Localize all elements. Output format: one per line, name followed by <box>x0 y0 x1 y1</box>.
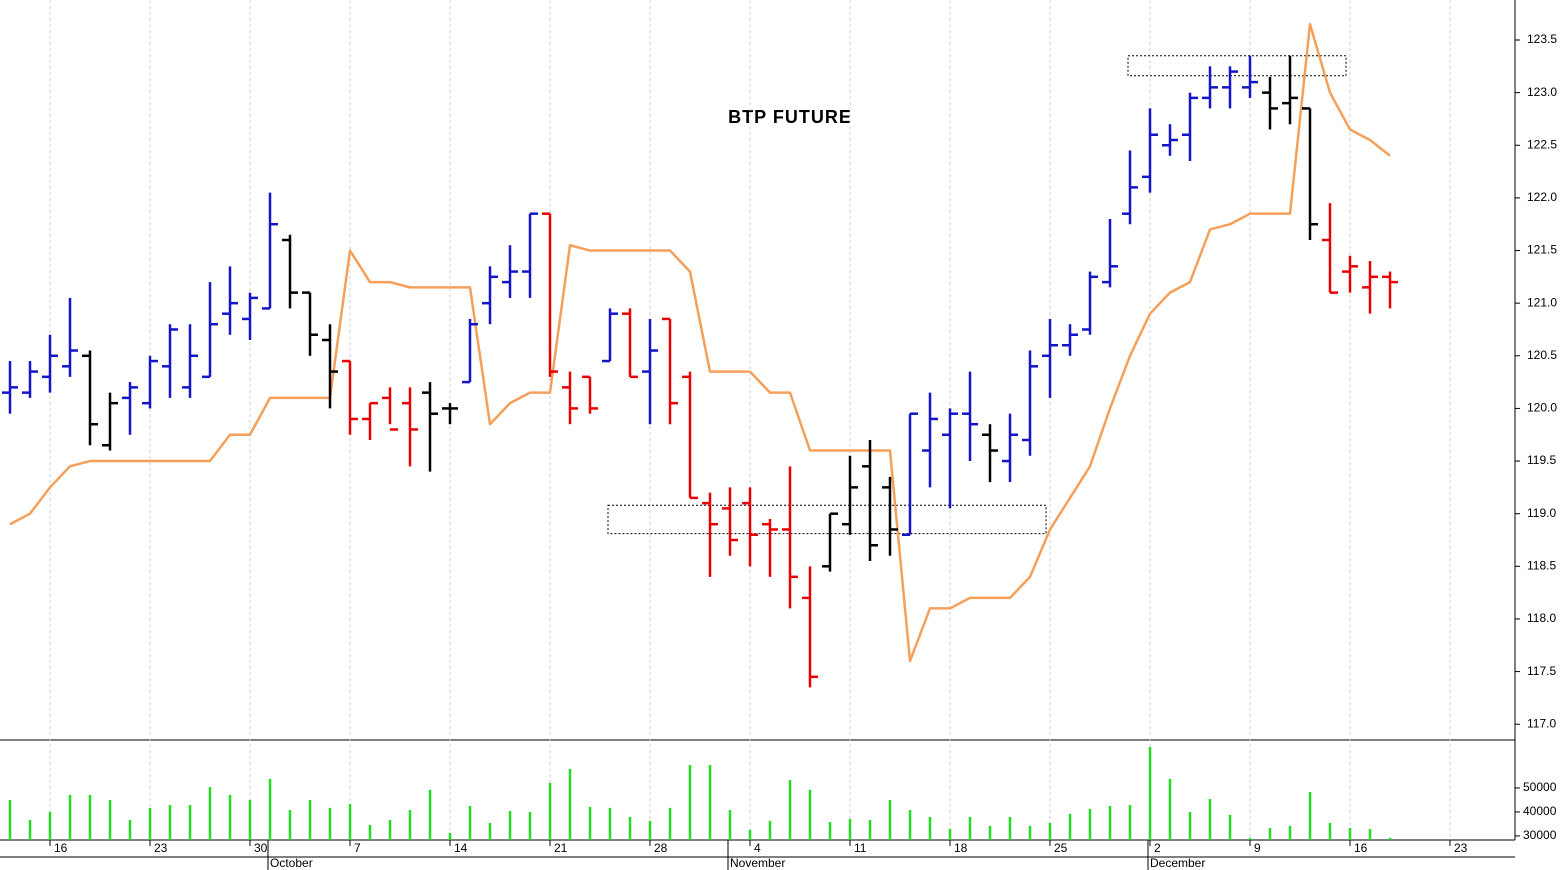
month-label: December <box>1150 856 1205 870</box>
x-tick-label: 11 <box>854 841 867 855</box>
x-tick-label: 23 <box>1454 841 1468 855</box>
x-tick-label: 30 <box>254 841 268 855</box>
volume-tick-label: 30000 <box>1523 828 1557 842</box>
y-tick-label: 118.0 <box>1527 611 1556 625</box>
y-tick-label: 117.5 <box>1527 664 1556 678</box>
month-label: October <box>270 856 313 870</box>
x-tick-label: 16 <box>1354 841 1368 855</box>
x-tick-label: 25 <box>1054 841 1068 855</box>
y-tick-label: 117.0 <box>1527 716 1556 730</box>
y-tick-label: 121.5 <box>1527 243 1557 257</box>
x-tick-label: 4 <box>754 841 761 855</box>
y-tick-label: 123.5 <box>1527 32 1557 46</box>
y-tick-label: 121.0 <box>1527 295 1557 309</box>
x-tick-label: 16 <box>54 841 68 855</box>
volume-tick-label: 50000 <box>1523 780 1557 794</box>
y-tick-label: 123.0 <box>1527 85 1557 99</box>
x-tick-label: 14 <box>454 841 468 855</box>
y-tick-label: 122.5 <box>1527 137 1557 151</box>
y-tick-label: 118.5 <box>1527 558 1556 572</box>
y-tick-label: 120.0 <box>1527 401 1557 415</box>
x-tick-label: 18 <box>954 841 968 855</box>
x-tick-label: 23 <box>154 841 168 855</box>
y-tick-label: 119.5 <box>1527 453 1556 467</box>
x-tick-label: 28 <box>654 841 668 855</box>
chart-title: BTP FUTURE <box>728 107 852 127</box>
month-label: November <box>730 856 785 870</box>
zone <box>607 504 1047 535</box>
volume-tick-label: 40000 <box>1523 804 1557 818</box>
y-tick-label: 119.0 <box>1527 506 1556 520</box>
y-tick-label: 120.5 <box>1527 348 1557 362</box>
x-tick-label: 2 <box>1154 841 1161 855</box>
x-tick-label: 21 <box>554 841 568 855</box>
x-tick-label: 7 <box>354 841 361 855</box>
zone <box>1127 55 1347 77</box>
line <box>9 22 1391 663</box>
y-tick-label: 122.0 <box>1527 190 1557 204</box>
x-tick-label: 9 <box>1254 841 1261 855</box>
